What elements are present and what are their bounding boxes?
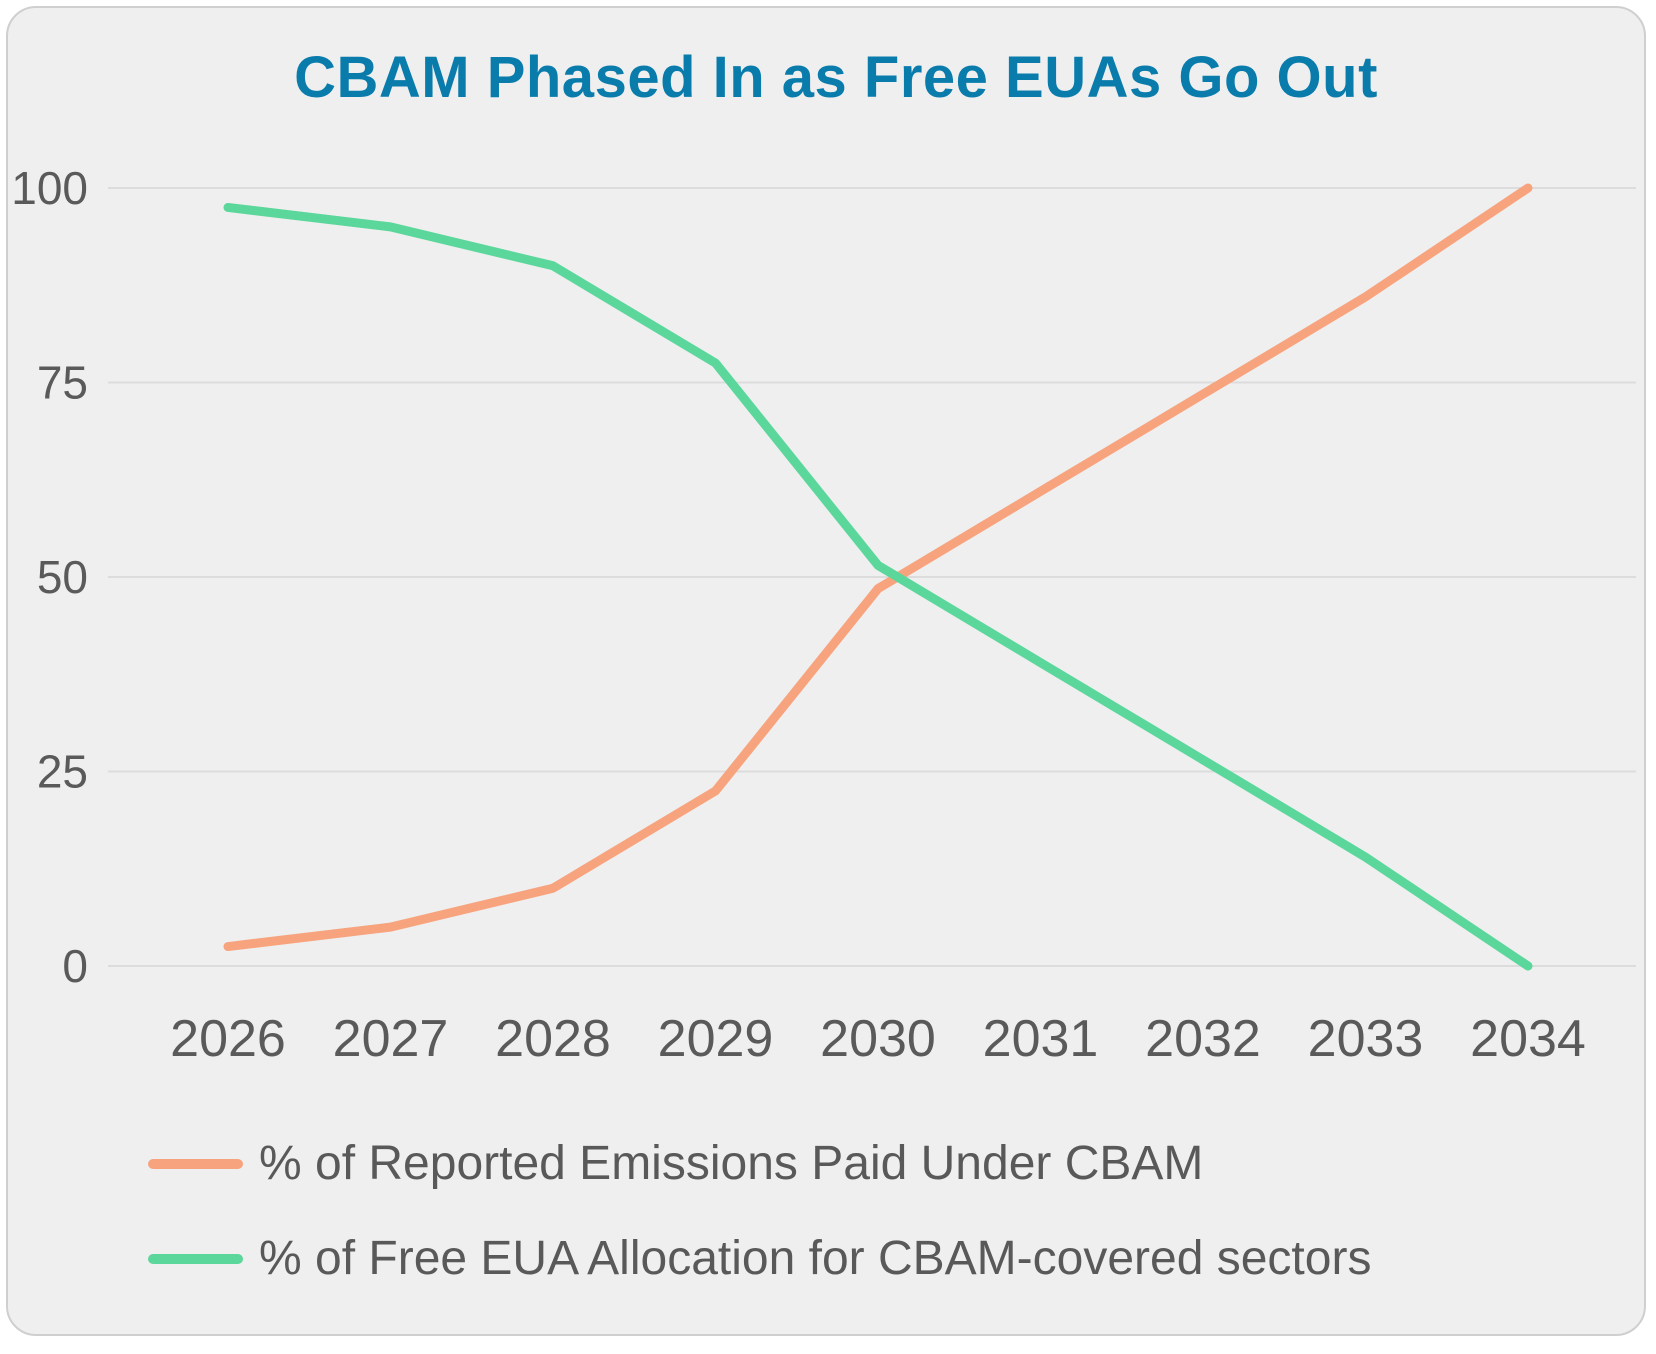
legend-item-cbam: % of Reported Emissions Paid Under CBAM	[148, 1116, 1371, 1211]
legend: % of Reported Emissions Paid Under CBAM …	[148, 1116, 1371, 1306]
y-axis-tick-label: 75	[37, 357, 88, 409]
legend-item-free-eua: % of Free EUA Allocation for CBAM-covere…	[148, 1211, 1371, 1306]
y-axis-tick-label: 0	[62, 940, 88, 992]
legend-label-free-eua: % of Free EUA Allocation for CBAM-covere…	[259, 1232, 1372, 1285]
y-axis-tick-label: 50	[37, 551, 88, 603]
x-axis-tick-label: 2032	[1145, 1010, 1261, 1068]
x-axis-tick-label: 2028	[495, 1010, 611, 1068]
series-line-1	[223, 202, 1533, 971]
x-axis-tick-label: 2034	[1470, 1010, 1586, 1068]
series-line-0	[223, 183, 1533, 952]
x-axis-tick-label: 2026	[170, 1010, 286, 1068]
chart-title: CBAM Phased In as Free EUAs Go Out	[294, 45, 1378, 110]
x-axis-tick-label: 2033	[1308, 1010, 1424, 1068]
legend-label-cbam: % of Reported Emissions Paid Under CBAM	[259, 1137, 1204, 1190]
y-axis-tick-label: 25	[37, 746, 88, 798]
chart-card: CBAM Phased In as Free EUAs Go Out 0 25 50…	[6, 6, 1646, 1336]
legend-swatch-cbam-line	[148, 1158, 243, 1169]
x-axis-tick-label: 2031	[983, 1010, 1099, 1068]
x-axis-tick-label: 2029	[658, 1010, 774, 1068]
x-axis-tick-label: 2030	[820, 1010, 936, 1068]
legend-swatch-free-eua-line	[148, 1253, 243, 1264]
x-axis-tick-label: 2027	[333, 1010, 449, 1068]
y-axis-tick-label: 100	[11, 162, 88, 214]
